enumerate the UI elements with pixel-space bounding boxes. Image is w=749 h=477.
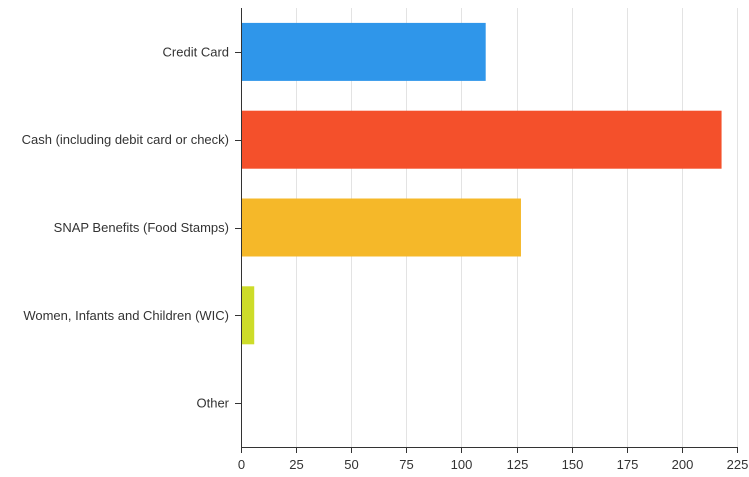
bars — [242, 22, 722, 345]
x-tick-label-125: 125 — [507, 457, 529, 472]
category-label-3: Women, Infants and Children (WIC) — [23, 308, 229, 323]
bar-1 — [242, 110, 722, 169]
x-tick-label-25: 25 — [289, 457, 303, 472]
bar-2 — [242, 198, 521, 257]
x-tick-label-100: 100 — [451, 457, 473, 472]
x-tick-label-200: 200 — [672, 457, 694, 472]
x-tick-labels: 0 25 50 75 100 125 150 175 200 225 — [238, 457, 748, 472]
bar-0 — [242, 22, 486, 81]
x-tick-label-75: 75 — [399, 457, 413, 472]
x-tick-label-175: 175 — [617, 457, 639, 472]
x-tick-label-50: 50 — [344, 457, 358, 472]
category-label-0: Credit Card — [163, 44, 229, 59]
axes — [235, 8, 738, 453]
category-label-2: SNAP Benefits (Food Stamps) — [54, 220, 229, 235]
category-label-1: Cash (including debit card or check) — [22, 132, 229, 147]
category-label-4: Other — [196, 396, 229, 411]
category-labels: Credit Card Cash (including debit card or… — [22, 44, 230, 410]
bar-3 — [242, 286, 255, 345]
x-tick-label-150: 150 — [562, 457, 584, 472]
x-tick-label-225: 225 — [727, 457, 749, 472]
x-tick-label-0: 0 — [238, 457, 245, 472]
